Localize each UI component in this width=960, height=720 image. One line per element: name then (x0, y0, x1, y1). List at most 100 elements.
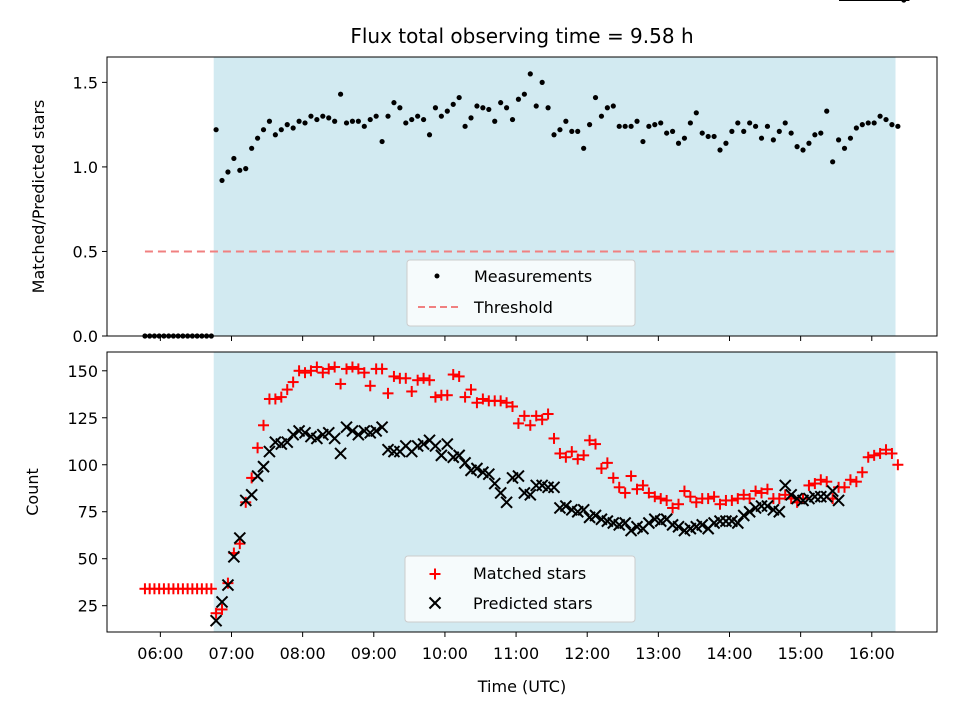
measurement-point (415, 113, 421, 119)
predicted-star-point (672, 520, 685, 533)
measurement-point (231, 155, 237, 162)
matched-star-point (258, 419, 270, 431)
predicted-star-point (328, 432, 341, 445)
measurement-point (871, 120, 877, 126)
predicted-star-point (761, 499, 774, 513)
measurement-point (420, 116, 427, 123)
matched-star-point (240, 496, 252, 508)
x-stroke (292, 424, 306, 438)
matched-star-point (886, 447, 898, 459)
x-stroke (251, 469, 264, 483)
matched-star-markers (139, 0, 910, 619)
measurement-point (622, 123, 628, 129)
ratio-legend-box (406, 259, 636, 327)
ratio-panel: 0.0 0.5 1.0 1.5 Matched/Predicted stars Mea… (29, 0, 938, 346)
measurement-point (664, 130, 670, 136)
x-stroke (488, 477, 501, 490)
x-stroke (500, 496, 513, 509)
x-stroke (660, 513, 673, 526)
measurement-point (741, 128, 747, 134)
x-stroke (328, 432, 341, 445)
measurement-point (509, 116, 516, 123)
xtick-label: 13:00 (635, 644, 681, 663)
matched-star-point (542, 408, 554, 420)
matched-star-point (335, 378, 347, 390)
matched-star-point (702, 493, 714, 505)
matched-star-point (441, 389, 453, 401)
x-stroke (458, 456, 472, 470)
x-stroke (298, 426, 312, 440)
count-ytick-label: 25 (78, 597, 98, 616)
measurement-point (895, 123, 901, 129)
matched-star-point (862, 451, 874, 463)
predicted-star-point (618, 516, 632, 530)
measurement-point (225, 169, 231, 175)
matched-star-point (501, 397, 513, 409)
measurement-point (770, 137, 776, 143)
ratio-panel-frame (106, 56, 938, 337)
count-legend-box (404, 555, 636, 623)
xtick-label: 09:00 (351, 644, 397, 663)
matched-star-point (578, 449, 590, 461)
matched-star-point (406, 385, 418, 397)
predicted-star-point (227, 550, 241, 564)
measurement-point (503, 105, 510, 111)
x-stroke (245, 488, 258, 502)
matched-star-point (649, 491, 661, 503)
x-stroke (352, 428, 365, 441)
measurement-point (604, 105, 610, 111)
matched-star-point (341, 363, 353, 375)
matched-star-point (234, 538, 246, 550)
xtick-label: 15:00 (778, 644, 824, 663)
measurement-point (634, 118, 640, 124)
measurement-point (361, 123, 367, 129)
matched-star-point (376, 363, 388, 375)
x-stroke (263, 445, 276, 458)
x-stroke (257, 460, 270, 473)
x-stroke (233, 531, 247, 545)
x-stroke (423, 434, 436, 447)
matched-star-point (210, 607, 222, 619)
predicted-star-point (488, 477, 501, 490)
predicted-star-point (429, 439, 442, 453)
count-ytick-label: 100 (67, 456, 98, 475)
measurement-point (883, 116, 889, 123)
matched-star-point (750, 485, 762, 497)
time-xlabel: Time (UTC) (477, 677, 566, 696)
measurement-point (290, 125, 296, 131)
measurement-point (681, 135, 688, 141)
xtick-label: 11:00 (493, 644, 539, 663)
xtick-label: 06:00 (137, 644, 183, 663)
x-stroke (696, 518, 709, 532)
predicted-star-point (494, 486, 507, 500)
matched-star-point (797, 493, 809, 505)
matched-star-point (839, 481, 851, 493)
matched-star-point (447, 369, 459, 381)
x-stroke (358, 424, 371, 438)
matched-star-point (471, 397, 483, 409)
count-panel: 25 50 75 100 125 150 Count Matched stars Pred… (23, 0, 938, 633)
xtick-label: 08:00 (280, 644, 326, 663)
x-stroke (429, 439, 442, 453)
x-stroke (269, 435, 282, 449)
x-stroke (334, 447, 347, 460)
measurement-point (575, 128, 581, 134)
measurement-point (735, 120, 741, 126)
chart-title: Flux total observing time = 9.58 h (350, 24, 693, 48)
x-stroke (790, 492, 804, 505)
matched-star-point (459, 391, 471, 403)
matched-star-point (744, 493, 756, 505)
x-stroke (725, 514, 739, 528)
measurement-point (675, 140, 682, 146)
predicted-star-point (281, 435, 294, 449)
count-legend: Matched stars Predicted stars (404, 555, 636, 623)
x-stroke (470, 462, 484, 475)
x-stroke (826, 484, 839, 498)
x-stroke (618, 516, 632, 530)
matched-star-point (548, 432, 560, 444)
measurement-point (853, 125, 859, 131)
ratio-ytick-label: 0.5 (73, 242, 98, 261)
x-stroke (737, 509, 750, 522)
matched-star-point (269, 393, 281, 405)
matched-star-point (856, 466, 868, 478)
